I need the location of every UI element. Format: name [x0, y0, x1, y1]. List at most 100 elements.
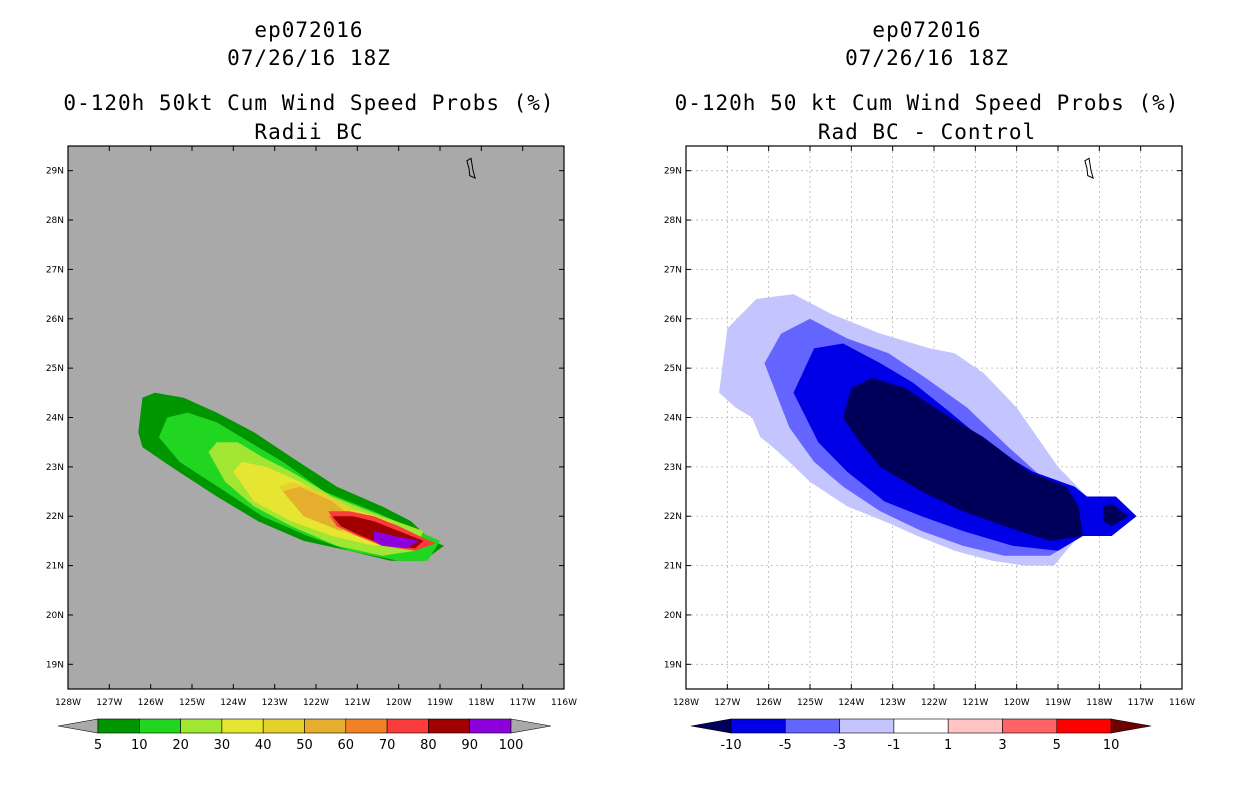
lon-tick-label: 120W [1004, 698, 1030, 708]
left-storm-id: ep072016 [254, 18, 364, 42]
lat-tick-label: 29N [664, 167, 682, 177]
colorbar-label: 90 [461, 738, 478, 753]
lat-tick-label: 23N [46, 463, 64, 473]
left-panel: ep072016 07/26/16 18Z 0-120h 50kt Cum Wi… [46, 18, 577, 753]
lat-tick-label: 21N [46, 562, 64, 572]
colorbar: 5 10 20 30 40 50 60 70 80 90 100 [57, 718, 552, 753]
colorbar-label: 60 [338, 738, 355, 753]
lon-tick-label: 125W [179, 698, 205, 708]
colorbar-over-triangle [1110, 718, 1152, 734]
lat-tick-label: 27N [664, 265, 682, 275]
colorbar-label: 1 [944, 738, 952, 753]
lon-tick-label: 124W [838, 698, 864, 708]
colorbar-under-triangle [57, 718, 99, 734]
colorbar-swatch [180, 718, 223, 734]
contour-level-3 [843, 378, 1083, 541]
lon-tick-label: 127W [714, 698, 740, 708]
lon-tick-label: 125W [797, 698, 823, 708]
lat-tick-label: 25N [46, 364, 64, 374]
colorbar-label: 70 [379, 738, 396, 753]
lon-tick-label: 119W [1045, 698, 1071, 708]
contour-group [719, 294, 1137, 566]
colorbar-swatch [947, 718, 1003, 734]
colorbar-label: 80 [420, 738, 437, 753]
contour-level-9 [373, 531, 420, 549]
lon-tick-label: 116W [1169, 698, 1195, 708]
lat-tick-label: 26N [664, 315, 682, 325]
right-datetime: 07/26/16 18Z [845, 46, 1009, 70]
lon-tick-label: 118W [468, 698, 494, 708]
lon-tick-label: 122W [921, 698, 947, 708]
colorbar-label: 50 [296, 738, 313, 753]
right-panel: ep072016 07/26/16 18Z 0-120h 50 kt Cum W… [618, 0, 1236, 800]
lat-tick-label: 25N [664, 364, 682, 374]
colorbar-swatch [386, 718, 429, 734]
colorbar-swatch [428, 718, 470, 734]
right-product-title: 0-120h 50 kt Cum Wind Speed Probs (%) [674, 91, 1180, 115]
left-chart: 128W 127W 126W 125W 124W 123W 122W 121W 120W 119W… [46, 145, 577, 753]
lat-tick-label: 22N [664, 512, 682, 522]
lon-tick-label: 126W [756, 698, 782, 708]
left-product-title: 0-120h 50kt Cum Wind Speed Probs (%) [63, 91, 555, 115]
colorbar-swatch [469, 718, 512, 734]
colorbar-swatch [262, 718, 305, 734]
lon-tick-label: 123W [262, 698, 288, 708]
lat-tick-label: 27N [46, 265, 64, 275]
colorbar-label: 30 [214, 738, 231, 753]
colorbar-label: 10 [131, 738, 148, 753]
lat-tick-label: 21N [664, 562, 682, 572]
lon-tick-label: 127W [96, 698, 122, 708]
lat-tick-label: 22N [46, 512, 64, 522]
lon-tick-label: 122W [303, 698, 329, 708]
colorbar-swatch [139, 718, 181, 734]
colorbar-label: 10 [1103, 738, 1120, 753]
colorbar-label: 40 [255, 738, 272, 753]
colorbar-swatch [221, 718, 264, 734]
colorbar: -10 -5 -3 -1 1 3 5 10 [690, 718, 1152, 753]
colorbar-swatch [304, 718, 347, 734]
contour-level-4 [1103, 503, 1129, 527]
colorbar-label: 100 [499, 738, 524, 753]
lon-tick-label: 117W [510, 698, 536, 708]
left-subtitle: Radii BC [254, 120, 364, 144]
colorbar-swatch [97, 718, 140, 734]
island-outline [1084, 157, 1094, 179]
colorbar-swatch [893, 718, 949, 734]
lon-tick-label: 117W [1128, 698, 1154, 708]
colorbar-label: -1 [887, 738, 900, 753]
lon-tick-label: 119W [427, 698, 453, 708]
lon-tick-label: 120W [386, 698, 412, 708]
lat-tick-label: 26N [46, 315, 64, 325]
lon-tick-label: 121W [344, 698, 370, 708]
colorbar-swatch [785, 718, 840, 734]
colorbar-swatch [839, 718, 895, 734]
right-chart: 128W 127W 126W 125W 124W 123W 122W 121W 120W 119W… [664, 145, 1195, 753]
lon-tick-label: 116W [551, 698, 577, 708]
colorbar-under-triangle [690, 718, 732, 734]
lat-tick-label: 24N [664, 414, 682, 424]
left-datetime: 07/26/16 18Z [227, 46, 391, 70]
right-subtitle: Rad BC - Control [817, 120, 1037, 144]
lon-tick-label: 118W [1086, 698, 1112, 708]
lat-tick-label: 19N [46, 660, 64, 670]
colorbar-label: 20 [172, 738, 189, 753]
lat-tick-label: 23N [664, 463, 682, 473]
island-outline [466, 157, 476, 179]
colorbar-swatch [1056, 718, 1112, 734]
lat-tick-label: 19N [664, 660, 682, 670]
colorbar-label: 5 [1053, 738, 1061, 753]
lat-tick-label: 20N [46, 611, 64, 621]
lat-tick-label: 20N [664, 611, 682, 621]
lon-tick-label: 126W [138, 698, 164, 708]
colorbar-label: -10 [720, 738, 741, 753]
contour-group [138, 392, 445, 561]
colorbar-label: 3 [998, 738, 1006, 753]
lat-tick-label: 28N [46, 216, 64, 226]
lon-tick-label: 128W [55, 698, 81, 708]
lon-tick-label: 128W [673, 698, 699, 708]
colorbar-swatch [1002, 718, 1058, 734]
right-storm-id: ep072016 [872, 18, 982, 42]
colorbar-swatch [730, 718, 786, 734]
lon-tick-label: 124W [220, 698, 246, 708]
lon-tick-label: 123W [880, 698, 906, 708]
